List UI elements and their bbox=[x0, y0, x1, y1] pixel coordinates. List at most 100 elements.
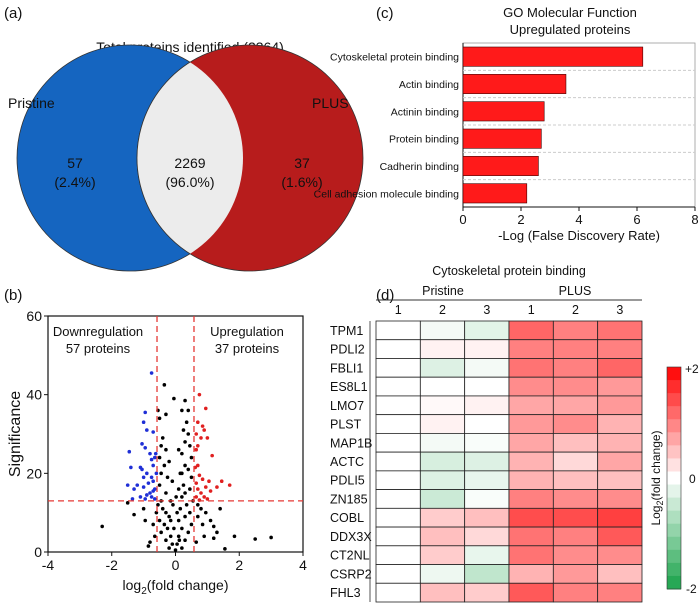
heatmap-cell bbox=[552, 582, 599, 603]
data-point-not-significant bbox=[180, 408, 184, 413]
heatmap-cell bbox=[464, 489, 510, 509]
heatmap-cell bbox=[419, 320, 466, 341]
heatmap-cell bbox=[419, 582, 466, 603]
data-point-not-significant bbox=[172, 396, 176, 401]
group-label-pristine: Pristine bbox=[422, 284, 464, 298]
data-point-down bbox=[148, 491, 152, 495]
data-point-not-significant bbox=[157, 518, 162, 523]
data-point-not-significant bbox=[186, 408, 191, 413]
colorbar-segment bbox=[667, 432, 681, 446]
heatmap-cell bbox=[508, 414, 554, 434]
bar-chart-subtitle: Upregulated proteins bbox=[510, 22, 631, 37]
data-point-down bbox=[151, 463, 155, 468]
data-point-not-significant bbox=[151, 522, 155, 527]
heatmap-cell bbox=[597, 358, 643, 378]
heatmap-cell bbox=[419, 414, 466, 434]
data-point-up bbox=[196, 420, 200, 425]
data-point-not-significant bbox=[180, 526, 184, 531]
heatmap-cell bbox=[597, 489, 643, 509]
heatmap-cell bbox=[464, 470, 510, 491]
heatmap-cell bbox=[508, 451, 554, 472]
data-point-not-significant bbox=[132, 512, 136, 517]
heatmap-cell bbox=[419, 526, 466, 547]
row-label: ES8L1 bbox=[330, 380, 368, 394]
data-point-down bbox=[146, 481, 151, 485]
venn-label-plus: PLUS bbox=[312, 95, 349, 111]
data-point-down bbox=[138, 495, 143, 499]
venn-pristine-pct: (2.4%) bbox=[54, 174, 95, 190]
venn-pristine-count: 57 bbox=[67, 155, 83, 171]
data-point-not-significant bbox=[194, 540, 199, 544]
colorbar-segment bbox=[667, 406, 681, 420]
x-tick-label: -4 bbox=[42, 557, 55, 573]
venn-overlap-pct: (96.0%) bbox=[165, 174, 214, 190]
y-axis-label: Significance bbox=[7, 391, 24, 477]
heatmap-cell bbox=[508, 395, 554, 416]
row-label: LMO7 bbox=[330, 399, 364, 413]
subscript: 2 bbox=[655, 501, 665, 506]
heatmap-cell bbox=[419, 507, 466, 528]
panel-label-a: (a) bbox=[4, 5, 22, 22]
heatmap-cell bbox=[375, 564, 421, 584]
column-label: 3 bbox=[483, 303, 490, 317]
data-point-not-significant bbox=[157, 416, 162, 421]
heatmap-cell bbox=[597, 451, 643, 472]
data-point-up bbox=[208, 489, 213, 493]
heatmap-cell bbox=[552, 414, 599, 434]
data-point-not-significant bbox=[269, 535, 273, 540]
data-point-not-significant bbox=[162, 383, 167, 387]
data-point-not-significant bbox=[173, 548, 178, 552]
heatmap-cell bbox=[552, 489, 599, 509]
data-point-not-significant bbox=[176, 487, 181, 491]
data-point-not-significant bbox=[164, 491, 168, 495]
heatmap-cell bbox=[552, 320, 599, 341]
data-point-not-significant bbox=[167, 459, 171, 464]
x-tick-label: 0 bbox=[172, 557, 180, 573]
colorbar-segment bbox=[667, 536, 681, 551]
data-point-up bbox=[196, 487, 200, 491]
venn-overlap bbox=[136, 45, 243, 271]
data-point-not-significant bbox=[165, 526, 170, 531]
data-point-up bbox=[200, 477, 205, 482]
x-tick-label: 0 bbox=[459, 212, 466, 227]
heatmap-cell bbox=[375, 489, 421, 509]
data-point-not-significant bbox=[160, 436, 165, 440]
data-point-down bbox=[140, 467, 144, 472]
data-point-down bbox=[151, 479, 155, 484]
data-point-not-significant bbox=[160, 506, 165, 511]
data-point-not-significant bbox=[211, 536, 216, 541]
heatmap: Cytoskeletal protein binding Pristine PLUS… bbox=[330, 264, 699, 603]
colorbar-segment bbox=[667, 471, 681, 486]
heatmap-cell bbox=[597, 376, 643, 397]
data-point-not-significant bbox=[180, 451, 184, 456]
data-point-down bbox=[145, 428, 149, 432]
x-tick-label: 4 bbox=[299, 557, 307, 573]
heatmap-cell bbox=[597, 414, 643, 434]
data-point-not-significant bbox=[159, 530, 163, 535]
heatmap-cell bbox=[597, 564, 643, 584]
data-point-up bbox=[197, 473, 202, 478]
x-axis-label: -Log (False Discovery Rate) bbox=[498, 228, 660, 243]
heatmap-cell bbox=[597, 320, 643, 341]
colorbar-segment bbox=[667, 510, 681, 525]
data-point-not-significant bbox=[162, 522, 167, 527]
bar bbox=[462, 74, 567, 94]
colorbar-segment bbox=[667, 393, 681, 407]
data-point-up bbox=[227, 483, 232, 487]
heatmap-cell bbox=[464, 526, 510, 547]
label-rest: (fold change) bbox=[649, 430, 663, 500]
data-point-not-significant bbox=[196, 503, 200, 507]
data-point-not-significant bbox=[183, 538, 187, 542]
bar-category-label: Protein binding bbox=[389, 134, 459, 146]
data-point-not-significant bbox=[141, 506, 146, 511]
heatmap-cell bbox=[464, 395, 510, 416]
heatmap-cell bbox=[508, 489, 554, 509]
x-tick-label: 2 bbox=[517, 212, 524, 227]
row-label: CT2NL bbox=[330, 549, 370, 563]
y-tick-label: 40 bbox=[26, 387, 42, 403]
data-point-not-significant bbox=[176, 518, 181, 523]
x-tick-label: 2 bbox=[235, 557, 243, 573]
venn-plus-pct: (1.6%) bbox=[281, 174, 322, 190]
venn-plus-count: 37 bbox=[294, 155, 310, 171]
bar bbox=[462, 128, 542, 149]
